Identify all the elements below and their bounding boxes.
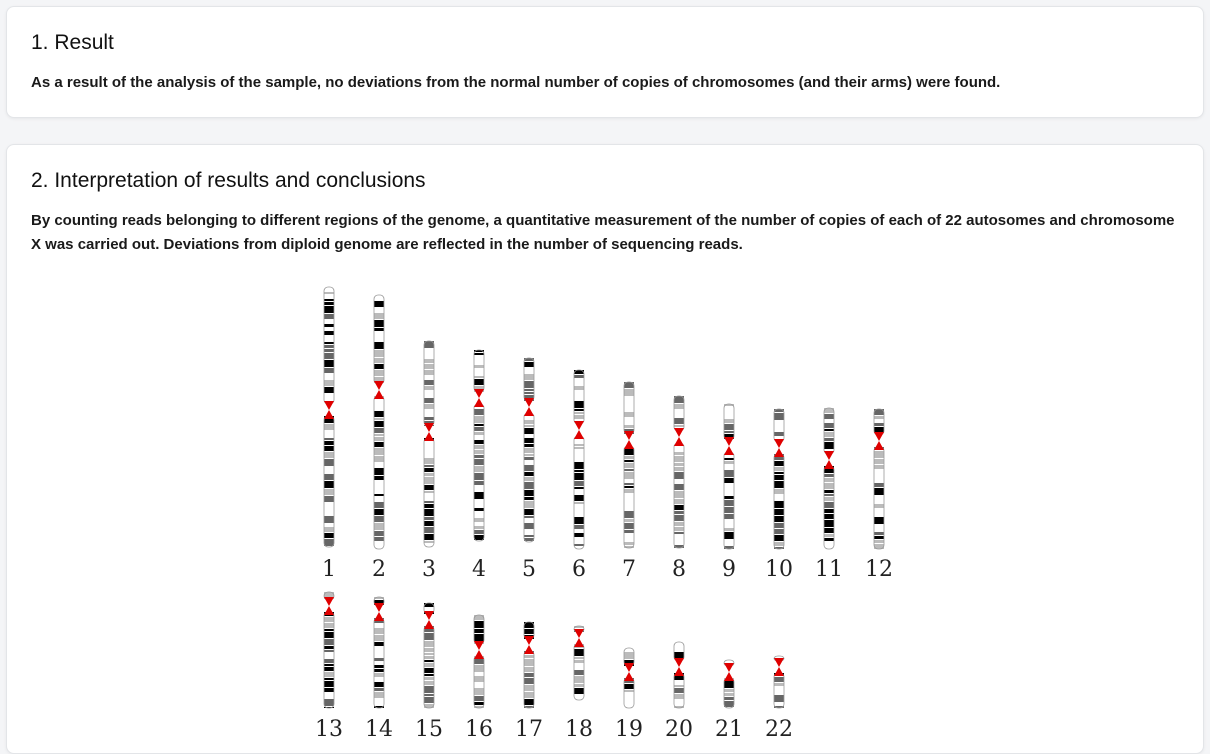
interpretation-title: 2. Interpretation of results and conclus… xyxy=(31,169,426,192)
interpretation-card: 2. Interpretation of results and conclus… xyxy=(6,144,1204,754)
result-text: As a result of the analysis of the sampl… xyxy=(31,74,1001,91)
result-title: 1. Result xyxy=(31,31,114,54)
interpretation-text: By counting reads belonging to different… xyxy=(31,212,1175,253)
result-card: 1. Result As a result of the analysis of… xyxy=(6,6,1204,118)
